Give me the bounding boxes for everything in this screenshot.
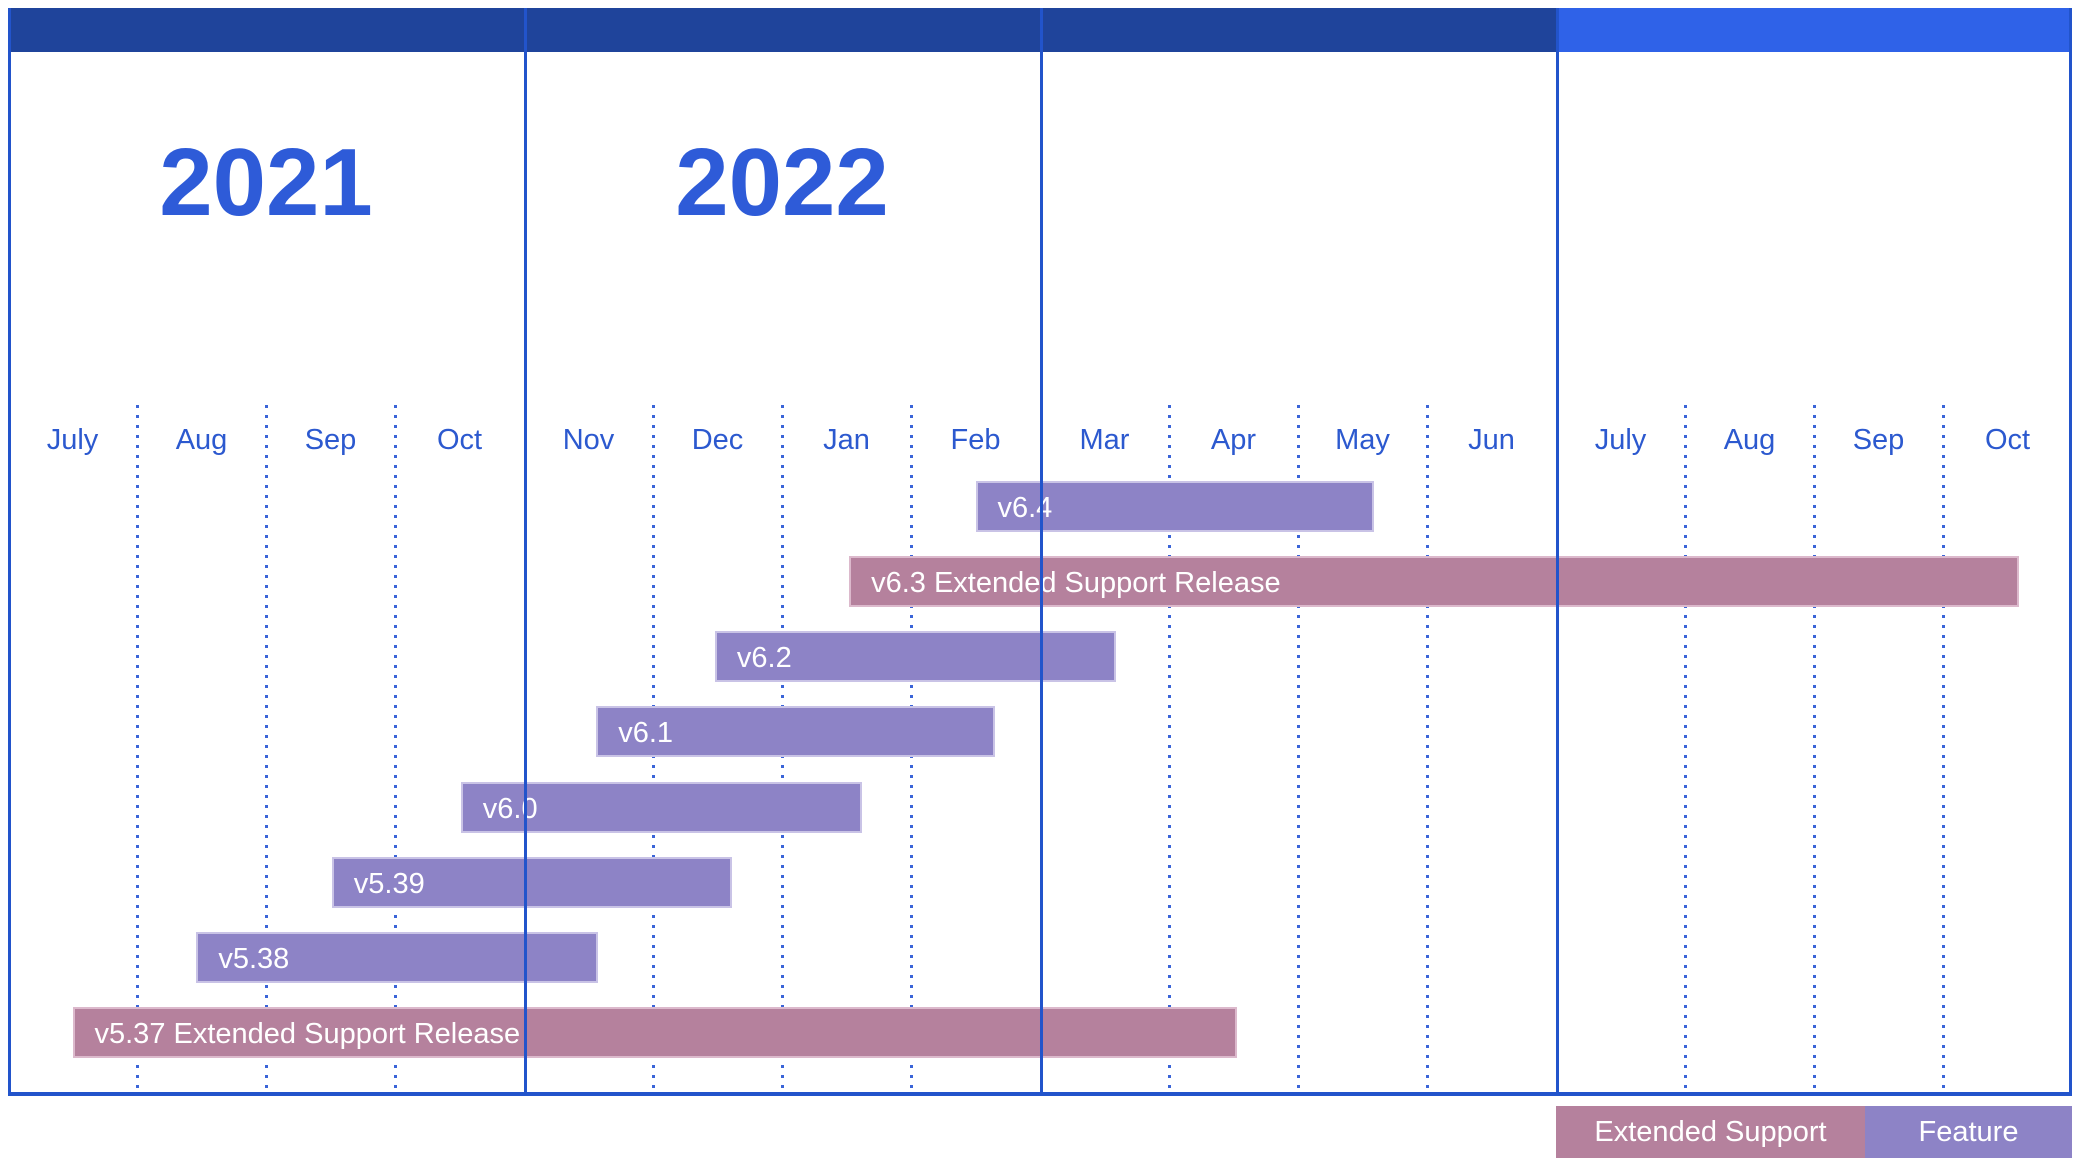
- gridline-dotted: [1941, 405, 1945, 1093]
- month-label-13: Aug: [1723, 424, 1776, 456]
- gantt-bar-v6.2: v6.2: [714, 631, 1117, 682]
- month-label-2: Sep: [304, 424, 357, 456]
- gridline-dotted: [1683, 405, 1687, 1093]
- gantt-bar-v5.38: v5.38: [196, 932, 598, 983]
- month-label-15: Oct: [1984, 424, 2031, 456]
- gridline-dotted: [393, 405, 397, 1093]
- chart-border-bottom: [8, 1092, 2072, 1096]
- month-label-9: Apr: [1210, 424, 1257, 456]
- gantt-bar-v5.37: v5.37 Extended Support Release: [72, 1007, 1238, 1058]
- month-label-0: July: [46, 424, 99, 456]
- month-label-11: Jun: [1468, 424, 1515, 456]
- gridline-dotted: [1425, 405, 1429, 1093]
- month-label-14: Sep: [1852, 424, 1905, 456]
- panel-border-line: [1040, 8, 1043, 1096]
- panel-header-3: [1040, 8, 1556, 52]
- month-label-3: Oct: [436, 424, 483, 456]
- month-label-12: July: [1594, 424, 1647, 456]
- month-label-7: Feb: [950, 424, 1001, 456]
- panel-header-4: [1556, 8, 2072, 52]
- month-label-4: Nov: [562, 424, 615, 456]
- panel-border-line: [524, 8, 527, 1096]
- year-label-2021: 2021: [159, 129, 373, 236]
- gantt-bar-v6.0: v6.0: [460, 782, 862, 833]
- month-label-5: Dec: [691, 424, 744, 456]
- month-label-1: Aug: [175, 424, 228, 456]
- gantt-bar-v5.39: v5.39: [331, 857, 732, 908]
- gantt-bar-v6.1: v6.1: [596, 706, 995, 757]
- gridline-dotted: [1296, 405, 1300, 1093]
- month-label-10: May: [1335, 424, 1390, 456]
- gridline-dotted: [135, 405, 139, 1093]
- panel-border-line: [1556, 8, 1559, 1096]
- gridline-dotted: [264, 405, 268, 1093]
- legend-item-feature: Feature Release: [1865, 1106, 2072, 1158]
- chart-border-left: [8, 8, 11, 1096]
- month-label-6: Jan: [823, 424, 870, 456]
- month-label-8: Mar: [1079, 424, 1130, 456]
- gridline-dotted: [1812, 405, 1816, 1093]
- gantt-bar-v6.3: v6.3 Extended Support Release: [849, 556, 2020, 607]
- panel-header-2: [524, 8, 1040, 52]
- chart-border-right: [2069, 8, 2072, 1096]
- gantt-bar-v6.4: v6.4: [975, 481, 1375, 532]
- year-label-2022: 2022: [675, 129, 889, 236]
- gridline-dotted: [1167, 405, 1171, 1093]
- panel-header-1: [8, 8, 524, 52]
- legend-item-esr: Extended Support Release: [1556, 1106, 1865, 1158]
